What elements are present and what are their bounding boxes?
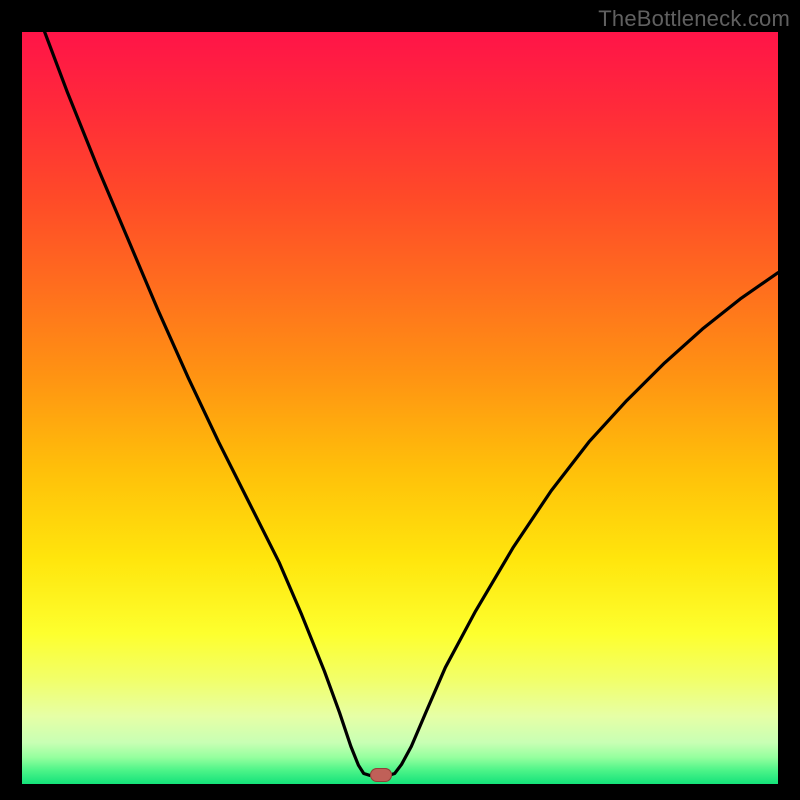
curve-layer bbox=[22, 32, 778, 784]
chart-container: TheBottleneck.com bbox=[0, 0, 800, 800]
plot-area bbox=[22, 32, 778, 784]
optimum-marker bbox=[370, 768, 392, 782]
watermark-text: TheBottleneck.com bbox=[598, 6, 790, 32]
bottleneck-curve bbox=[45, 32, 778, 775]
